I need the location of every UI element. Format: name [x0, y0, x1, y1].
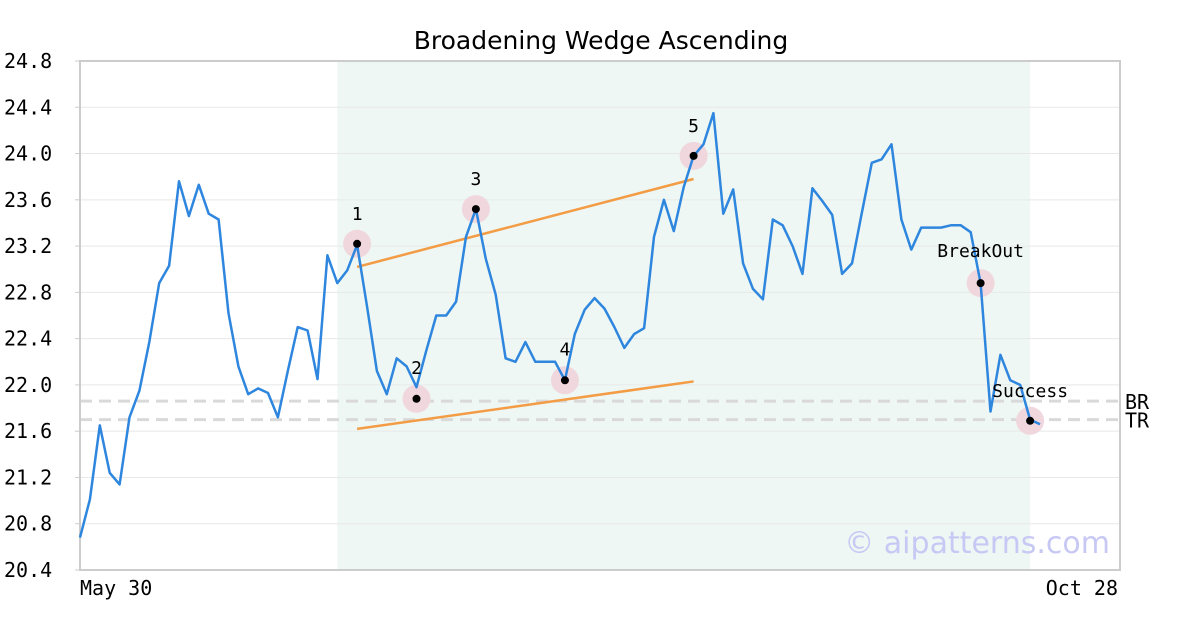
pattern-point: [471, 205, 480, 214]
pattern-point-label: 1: [352, 204, 363, 225]
y-tick-label: 23.6: [4, 188, 52, 212]
y-tick-label: 21.2: [4, 465, 52, 489]
watermark: © aipatterns.com: [844, 526, 1110, 561]
y-tick-label: 20.8: [4, 512, 52, 536]
y-tick-label: 24.0: [4, 142, 52, 166]
y-tick-label: 21.6: [4, 419, 52, 443]
reference-label: TR: [1125, 409, 1150, 433]
pattern-point: [353, 239, 362, 248]
y-tick-label: 22.0: [4, 373, 52, 397]
y-tick-label: 23.2: [4, 234, 52, 258]
x-tick-label: May 30: [80, 576, 152, 600]
pattern-point-label: 4: [560, 339, 571, 360]
trend-line: [356, 380, 694, 431]
y-tick-label: 24.4: [4, 95, 52, 119]
y-tick-label: 22.8: [4, 280, 52, 304]
pattern-window: [337, 61, 1031, 570]
pattern-point: [560, 376, 569, 385]
x-tick-label: Oct 28: [1046, 576, 1118, 600]
pattern-point: [1026, 416, 1035, 425]
y-tick-label: 20.4: [4, 558, 52, 582]
price-line: [78, 111, 1041, 538]
y-tick-label: 24.8: [4, 49, 52, 73]
pattern-point-label: 2: [411, 358, 422, 379]
pattern-point-label: 5: [688, 116, 699, 137]
pattern-point: [689, 151, 698, 160]
pattern-point: [976, 279, 985, 288]
pattern-point-label: BreakOut: [937, 241, 1024, 262]
reference-label: BR: [1125, 390, 1150, 414]
pattern-point: [412, 394, 421, 403]
plot-frame: [79, 60, 1121, 571]
y-tick-label: 22.4: [4, 327, 52, 351]
chart-title: Broadening Wedge Ascending: [414, 26, 789, 55]
pattern-point-label: 3: [470, 169, 481, 190]
trend-line: [356, 177, 694, 269]
pattern-point-label: Success: [992, 381, 1068, 402]
